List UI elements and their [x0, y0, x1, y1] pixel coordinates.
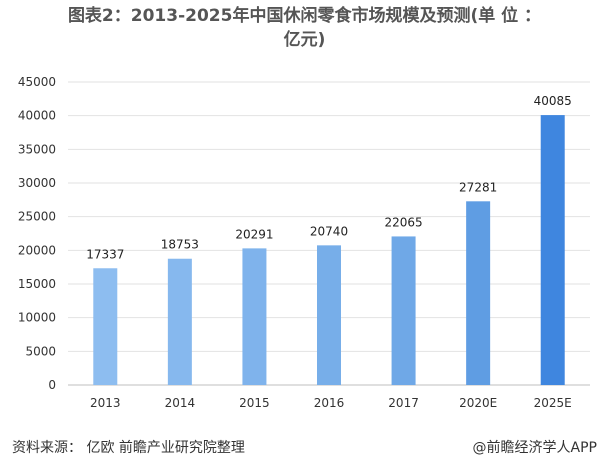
y-tick-label: 25000: [18, 210, 56, 224]
data-label: 18753: [161, 238, 199, 252]
bar: [540, 115, 565, 385]
y-tick-label: 0: [48, 378, 56, 392]
y-tick-label: 5000: [25, 344, 56, 358]
x-tick-label: 2013: [90, 396, 121, 410]
y-tick-label: 45000: [18, 75, 56, 89]
brand-watermark: @前瞻经济学人APP: [472, 440, 597, 456]
x-tick-label: 2020E: [459, 396, 497, 410]
y-tick-label: 15000: [18, 277, 56, 291]
bar: [391, 236, 416, 385]
x-tick-label: 2025E: [534, 396, 572, 410]
x-tick-label: 2014: [165, 396, 196, 410]
y-tick-label: 35000: [18, 142, 56, 156]
y-tick-label: 10000: [18, 311, 56, 325]
chart-title-line2: 亿元): [283, 30, 326, 50]
data-label: 40085: [534, 94, 572, 108]
chart-title: 图表2：2013-2025年中国休闲零食市场规模及预测(单 位 ： 亿元): [0, 4, 609, 52]
y-tick-label: 40000: [18, 109, 56, 123]
x-tick-label: 2016: [314, 396, 345, 410]
bar: [93, 268, 118, 385]
y-tick-label: 30000: [18, 176, 56, 190]
x-tick-label: 2015: [239, 396, 270, 410]
bar: [167, 258, 192, 385]
source-note: 资料来源： 亿欧 前瞻产业研究院整理: [12, 440, 245, 456]
bar: [242, 248, 267, 385]
data-label: 17337: [86, 247, 124, 261]
x-tick-label: 2017: [388, 396, 419, 410]
data-label: 20291: [235, 227, 273, 241]
data-label: 27281: [459, 180, 497, 194]
y-tick-label: 20000: [18, 243, 56, 257]
bar: [466, 201, 491, 385]
data-label: 22065: [384, 215, 422, 229]
chart-title-line1: 图表2：2013-2025年中国休闲零食市场规模及预测(单 位 ：: [67, 6, 542, 26]
bar: [317, 245, 341, 385]
data-label: 20740: [310, 224, 348, 238]
